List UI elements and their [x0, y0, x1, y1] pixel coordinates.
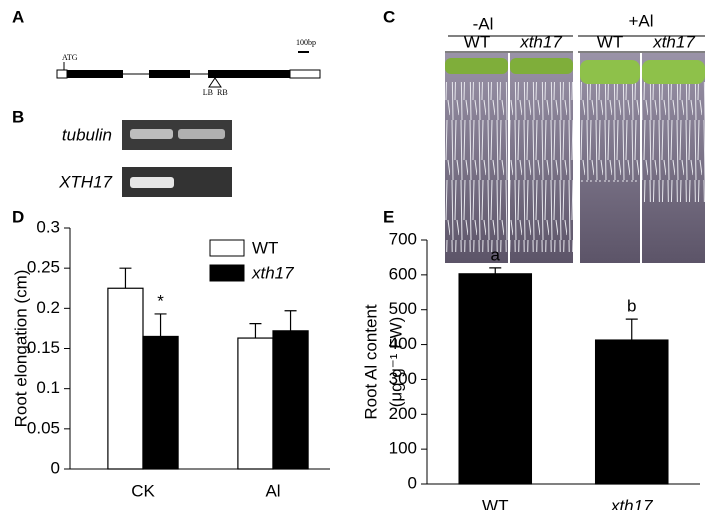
- legend-swatch: [209, 239, 245, 257]
- bar: [237, 337, 274, 470]
- legend-label: WT: [252, 238, 278, 257]
- group-label: -Al: [473, 14, 494, 33]
- annotation: a: [491, 245, 501, 264]
- lane-label: WT: [464, 32, 490, 51]
- y-tick-label: 0: [51, 458, 60, 477]
- y-tick-label: 0.15: [27, 338, 60, 357]
- legend-label: xth17: [251, 263, 294, 282]
- error-bar: [284, 310, 297, 331]
- y-tick-label: 100: [389, 439, 417, 458]
- x-tick-label: Al: [265, 481, 280, 500]
- panel-label: E: [383, 207, 394, 226]
- y-tick-label: 0.3: [36, 217, 60, 236]
- annotation: b: [627, 297, 636, 316]
- y-tick-label: 0.2: [36, 298, 60, 317]
- y-axis-label: (μg g⁻¹ FW): [386, 317, 405, 408]
- y-tick-label: 700: [389, 229, 417, 248]
- bar: [594, 339, 669, 485]
- annotation: *: [157, 291, 164, 310]
- seedling-photos: -Al +Al WT xth17 WT xth17: [445, 11, 705, 263]
- error-bar: [154, 313, 167, 337]
- panel-label: D: [12, 207, 24, 226]
- gel-row-label: XTH17: [58, 172, 112, 191]
- y-axis-label: Root elongation (cm): [11, 270, 30, 428]
- y-tick-label: 400: [389, 334, 417, 353]
- y-tick-label: 600: [389, 264, 417, 283]
- panel-label: A: [12, 7, 24, 26]
- y-tick-label: 200: [389, 404, 417, 423]
- gel: tubulin XTH17: [58, 120, 232, 197]
- bar: [107, 287, 144, 470]
- gel-row-label: tubulin: [62, 125, 112, 144]
- error-bar: [489, 267, 502, 274]
- y-tick-label: 0.25: [27, 258, 60, 277]
- group-label: +Al: [628, 11, 653, 30]
- start-codon: ATG: [62, 53, 78, 62]
- bar: [272, 330, 309, 470]
- lane-label: WT: [597, 32, 623, 51]
- scale-label: 100bp: [296, 38, 316, 47]
- lane-label: xth17: [652, 32, 695, 51]
- panel-label: C: [383, 7, 395, 26]
- bar: [458, 273, 533, 485]
- x-tick-label: WT: [482, 496, 508, 510]
- lb-label: LB: [203, 88, 213, 97]
- lane-label: xth17: [519, 32, 562, 51]
- x-tick-label: CK: [131, 481, 155, 500]
- y-tick-label: 0.05: [27, 418, 60, 437]
- y-tick-label: 0.1: [36, 378, 60, 397]
- y-tick-label: 500: [389, 299, 417, 318]
- error-bar: [625, 318, 638, 341]
- x-tick-label: xth17: [610, 496, 653, 510]
- gene-diagram: ATG 100bp LB RB: [56, 38, 321, 97]
- legend-swatch: [209, 264, 245, 282]
- bar: [142, 335, 179, 470]
- error-bar: [119, 267, 132, 289]
- panel-label: B: [12, 107, 24, 126]
- y-tick-label: 0: [408, 473, 417, 492]
- error-bar: [249, 322, 262, 339]
- y-axis-label: Root Al content: [361, 304, 380, 420]
- y-tick-label: 300: [389, 369, 417, 388]
- rb-label: RB: [217, 88, 228, 97]
